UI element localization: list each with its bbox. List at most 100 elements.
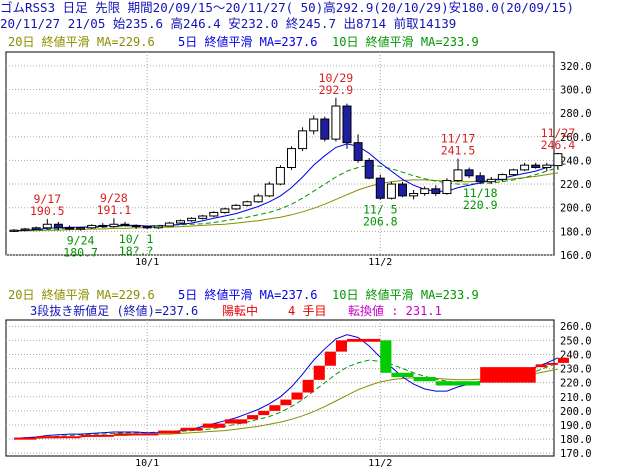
brick-up — [324, 351, 336, 366]
price-annotation-date: 10/29 — [319, 71, 354, 85]
brick-up — [202, 423, 225, 428]
break-panel-y-tick-label: 260.0 — [560, 321, 592, 333]
price-annotation-value: 220.9 — [463, 198, 498, 212]
price-panel-y-tick-label: 220.0 — [560, 179, 592, 191]
price-annotation-value: 292.9 — [319, 83, 354, 97]
candle-body — [320, 118, 330, 140]
break-panel-frame — [5, 319, 555, 457]
price-panel-y-tick-label: 320.0 — [560, 61, 592, 73]
break-info-count: 4 手目 — [288, 304, 326, 318]
break-info-reversal: 転換値 : 231.1 — [348, 303, 442, 318]
brick-up — [158, 430, 181, 434]
candle-body — [87, 224, 97, 229]
brick-up — [557, 357, 569, 363]
brick-up — [347, 338, 381, 342]
candle-body — [353, 142, 363, 161]
break-panel-ma10-line — [13, 359, 559, 439]
price-panel-y-tick-label: 160.0 — [560, 250, 592, 262]
brick-up — [113, 433, 159, 436]
candle-body — [131, 224, 141, 228]
candle-body — [520, 164, 530, 171]
break-panel-y-tick-label: 190.0 — [560, 420, 592, 432]
brick-down — [391, 372, 414, 378]
price-annotation-date: 11/27 — [541, 126, 576, 140]
candle-body — [164, 222, 174, 227]
brick-up — [546, 362, 558, 365]
break-panel-y-tick-label: 220.0 — [560, 378, 592, 390]
price-annotation-date: 11/ 5 — [363, 203, 398, 217]
price-panel-ma20-line — [13, 172, 558, 232]
brick-up — [269, 405, 281, 411]
candle-body — [331, 105, 341, 140]
price-annotation-date: 9/24 — [67, 234, 95, 248]
break-panel-legend-ma5: 5日 終値平滑 MA=237.6 — [178, 287, 317, 302]
price-annotation-value: 206.8 — [363, 215, 398, 229]
break-panel-legend-ma10: 10日 終値平滑 MA=233.9 — [332, 287, 479, 302]
candle-body — [509, 169, 518, 176]
price-annotation-value: 180.7 — [63, 246, 98, 260]
candle-body — [453, 169, 463, 182]
candle-body — [431, 188, 441, 195]
brick-up — [335, 340, 347, 352]
candle-body — [20, 228, 30, 231]
candle-body — [209, 211, 219, 217]
price-panel-x-tick-label: 10/1 — [135, 257, 159, 268]
price-panel-legend-ma5: 5日 終値平滑 MA=237.6 — [178, 34, 317, 49]
brick-up — [36, 436, 81, 439]
price-annotation-value: 246.4 — [541, 138, 576, 152]
brick-up — [224, 419, 248, 424]
candle-body — [475, 175, 485, 183]
brick-up — [480, 367, 536, 383]
candle-body — [542, 164, 552, 169]
candle-body — [120, 223, 130, 226]
break-panel-y-tick-label: 230.0 — [560, 364, 592, 376]
price-annotation-value: 191.1 — [97, 203, 132, 217]
price-annotation-value: 241.5 — [441, 144, 476, 158]
price-panel-y-tick-label: 180.0 — [560, 226, 592, 238]
brick-up — [280, 399, 292, 406]
price-annotation-value: 18?.? — [119, 244, 154, 258]
header-ohlc-line: 20/11/27 21/05 始235.6 高246.4 安232.0 終245… — [0, 16, 457, 31]
candle-body — [553, 153, 563, 167]
brick-up — [180, 427, 203, 431]
brick-up — [291, 392, 303, 400]
candle-body — [76, 227, 86, 230]
brick-up — [302, 379, 314, 393]
candle-body — [98, 224, 108, 228]
candle-body — [220, 208, 230, 213]
candle-body — [464, 169, 474, 177]
candle-body — [242, 201, 252, 206]
candle-body — [153, 225, 163, 229]
candle-body — [65, 227, 74, 230]
break-panel-y-tick-label: 250.0 — [560, 335, 592, 347]
price-annotation-date: 11/18 — [463, 186, 498, 200]
brick-down — [435, 381, 481, 386]
break-info-title: 3段抜き新値足 (終値)=237.6 — [30, 303, 198, 318]
candle-body — [31, 227, 41, 230]
candle-body — [142, 226, 152, 229]
brick-down — [380, 340, 392, 373]
candle-body — [109, 223, 119, 228]
break-panel-x-tick-label: 11/2 — [368, 458, 392, 469]
candle-body — [287, 148, 296, 169]
price-panel-legend-ma10: 10日 終値平滑 MA=233.9 — [332, 34, 479, 49]
price-panel-y-tick-label: 260.0 — [560, 132, 592, 144]
candle-body — [264, 183, 274, 197]
candle-body — [231, 204, 241, 210]
candle-body — [275, 167, 285, 185]
price-panel-x-tick-label: 11/2 — [368, 257, 392, 268]
candle-body — [398, 183, 407, 197]
candle-body — [486, 178, 496, 183]
price-panel-y-tick-label: 300.0 — [560, 84, 592, 96]
candle-body — [342, 105, 352, 144]
candle-body — [298, 130, 308, 150]
price-annotation-date: 9/17 — [33, 192, 61, 206]
brick-up — [14, 437, 37, 440]
brick-up — [247, 415, 259, 420]
candle-body — [420, 188, 430, 195]
candle-body — [42, 223, 52, 229]
price-panel-legend-ma20: 20日 終値平滑 MA=229.6 — [8, 34, 155, 49]
price-annotation-date: 9/28 — [100, 191, 128, 205]
header-period-line: ゴムRSS3 日足 先限 期間20/09/15～20/11/27( 50)高29… — [0, 0, 574, 15]
brick-up — [313, 365, 325, 380]
